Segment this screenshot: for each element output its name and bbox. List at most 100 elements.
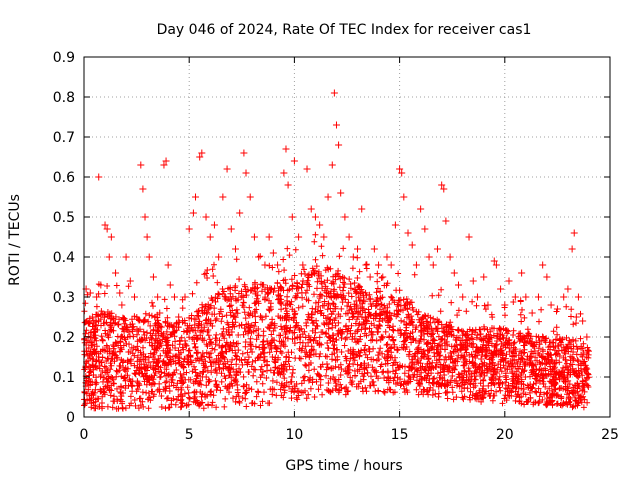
roti-point — [539, 261, 547, 269]
roti-point — [320, 233, 328, 241]
roti-point — [210, 221, 218, 229]
roti-point — [570, 229, 578, 237]
data-points — [81, 89, 592, 412]
roti-point — [492, 261, 500, 269]
y-tick-label: 0 — [66, 410, 75, 426]
roti-point — [328, 161, 336, 169]
y-tick-label: 0.9 — [53, 50, 75, 66]
roti-point — [112, 269, 120, 277]
roti-point — [465, 233, 473, 241]
roti-point — [383, 253, 391, 261]
roti-point — [366, 273, 374, 281]
roti-point — [553, 305, 561, 313]
roti-point — [185, 225, 193, 233]
roti-point — [412, 261, 420, 269]
axis-ticks — [83, 56, 611, 418]
roti-point — [429, 261, 437, 269]
roti-point — [332, 121, 340, 129]
roti-point — [417, 205, 425, 213]
roti-point — [518, 269, 526, 277]
roti-point — [206, 233, 214, 241]
x-tick-label: 20 — [496, 427, 514, 443]
y-tick-label: 0.7 — [53, 130, 75, 146]
roti-point — [122, 253, 130, 261]
roti-point — [126, 277, 134, 285]
roti-point — [375, 261, 383, 269]
x-tick-label: 10 — [285, 427, 303, 443]
roti-point — [162, 157, 170, 165]
roti-point — [534, 293, 542, 301]
x-tick-labels: 0 5 10 15 20 25 — [80, 427, 619, 443]
roti-point — [242, 169, 250, 177]
roti-point — [335, 141, 343, 149]
roti-point — [231, 245, 239, 253]
roti-point — [497, 285, 505, 293]
roti-point — [425, 253, 433, 261]
roti-point — [181, 293, 189, 301]
x-axis-label: GPS time / hours — [285, 458, 402, 474]
x-tick-label: 15 — [391, 427, 409, 443]
y-tick-label: 0.8 — [53, 90, 75, 106]
roti-point — [93, 293, 101, 301]
roti-point — [450, 269, 458, 277]
roti-point — [547, 301, 555, 309]
roti-point — [480, 273, 488, 281]
roti-point — [438, 181, 446, 189]
roti-point — [484, 301, 492, 309]
roti-point — [391, 221, 399, 229]
roti-point — [86, 289, 94, 297]
roti-point — [246, 193, 254, 201]
roti-point — [88, 313, 96, 321]
roti-point — [240, 149, 248, 157]
roti-point — [528, 309, 536, 317]
roti-point — [442, 217, 450, 225]
roti-point — [189, 209, 197, 217]
roti-point — [579, 317, 587, 325]
roti-point — [154, 293, 162, 301]
roti-point — [316, 221, 324, 229]
roti-point — [433, 245, 441, 253]
roti-point — [295, 233, 303, 241]
roti-point — [149, 273, 157, 281]
roti-point — [261, 261, 269, 269]
roti-point — [288, 213, 296, 221]
roti-point — [379, 273, 387, 281]
roti-point — [387, 261, 395, 269]
roti-point — [469, 277, 477, 285]
y-tick-label: 0.5 — [53, 210, 75, 226]
roti-point — [265, 233, 273, 241]
roti-point — [568, 245, 576, 253]
y-tick-label: 0.3 — [53, 290, 75, 306]
plot-frame — [83, 56, 611, 418]
roti-point — [97, 281, 105, 289]
roti-point — [227, 225, 235, 233]
roti-point — [137, 161, 145, 169]
y-tick-labels: 0 0.1 0.2 0.3 0.4 0.5 0.6 0.7 0.8 0.9 — [53, 50, 75, 426]
roti-point — [156, 309, 164, 317]
roti-point — [141, 213, 149, 221]
roti-point — [446, 253, 454, 261]
roti-point — [116, 289, 124, 297]
roti-point — [358, 205, 366, 213]
roti-point — [223, 165, 231, 173]
roti-point — [219, 193, 227, 201]
roti-point — [103, 225, 111, 233]
roti-point — [490, 257, 498, 265]
y-tick-label: 0.2 — [53, 330, 75, 346]
roti-point — [215, 253, 223, 261]
x-tick-label: 25 — [601, 427, 619, 443]
roti-point — [95, 173, 103, 181]
roti-point — [511, 293, 519, 301]
roti-point — [459, 293, 467, 301]
roti-point — [166, 281, 174, 289]
roti-point — [324, 193, 332, 201]
roti-point — [396, 165, 404, 173]
roti-point — [170, 293, 178, 301]
roti-point — [101, 221, 109, 229]
roti-point — [354, 245, 362, 253]
y-tick-label: 0.6 — [53, 170, 75, 186]
roti-point — [284, 181, 292, 189]
roti-point — [160, 161, 168, 169]
